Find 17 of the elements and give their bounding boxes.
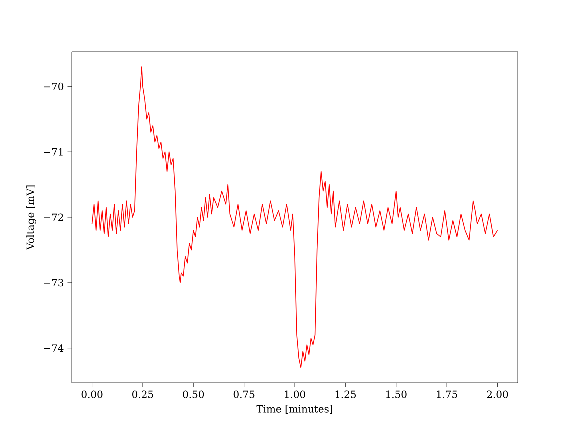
x-tick-label: 2.00: [487, 390, 508, 398]
y-tick-label: −70: [44, 82, 64, 90]
x-tick-label: 0.75: [234, 390, 255, 398]
y-tick-label: −74: [44, 344, 64, 352]
x-tick-label: 0.50: [183, 390, 204, 398]
line-series: [92, 66, 498, 368]
y-tick-label: −71: [44, 148, 63, 156]
x-tick-label: 1.50: [386, 390, 407, 398]
x-tick-label: 1.25: [336, 390, 356, 398]
x-tick-label: 0.00: [82, 390, 103, 398]
y-axis-title: Voltage [mV]: [26, 186, 36, 250]
y-tick-label: −73: [44, 279, 64, 287]
x-tick-label: 1.75: [437, 390, 458, 398]
y-tick-label: −72: [44, 214, 64, 222]
x-axis-title: Time [minutes]: [256, 405, 332, 414]
x-tick-label: 1.00: [285, 390, 306, 398]
x-tick-label: 0.25: [132, 390, 154, 398]
